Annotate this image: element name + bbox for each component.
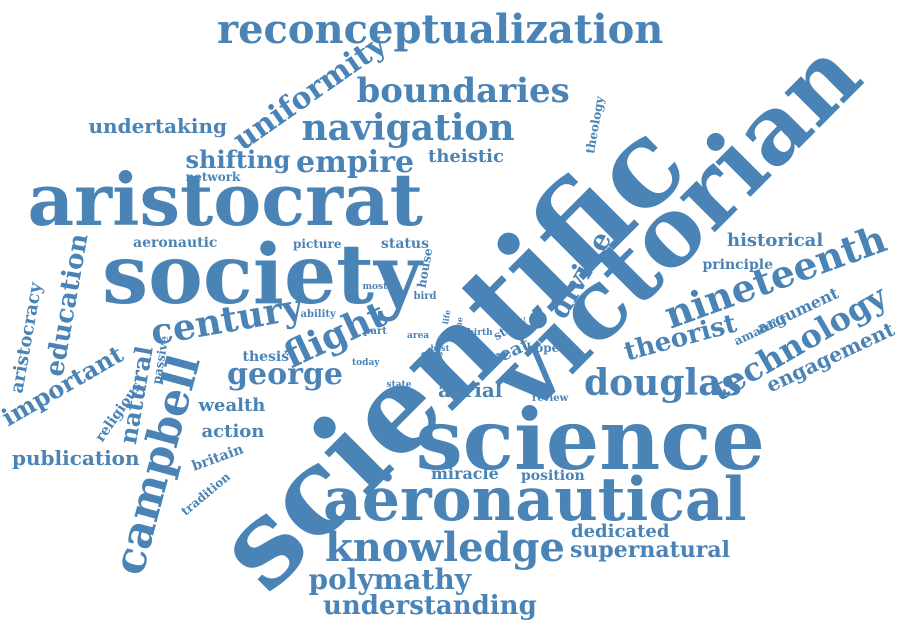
word-hope: hope: [526, 341, 560, 355]
word-today: today: [352, 357, 380, 368]
word-boundaries: boundaries: [356, 71, 570, 111]
word-empire: empire: [296, 145, 415, 180]
word-thesis: thesis: [242, 349, 290, 365]
word-birth: birth: [467, 327, 493, 338]
word-aristocracy: aristocracy: [6, 280, 47, 395]
word-knowledge: knowledge: [325, 524, 565, 571]
word-best: best: [430, 343, 450, 353]
word-publication: publication: [12, 446, 140, 470]
word-historical: historical: [727, 230, 824, 251]
word-bird: bird: [413, 291, 437, 302]
word-part: part: [363, 326, 387, 337]
word-undertaking: undertaking: [88, 114, 228, 138]
word-state: state: [386, 379, 412, 390]
word-navigation: navigation: [301, 107, 515, 149]
word-aeronautical: aëronautical: [323, 465, 747, 535]
word-reconceptualization: reconceptualization: [217, 6, 664, 53]
word-most: most: [362, 281, 388, 292]
word-status: status: [381, 236, 429, 252]
word-picture: picture: [293, 237, 342, 251]
word-shifting: shifting: [185, 145, 291, 174]
word-wealth: wealth: [198, 395, 266, 416]
word-ability: ability: [300, 309, 336, 320]
word-douglas: douglas: [584, 362, 742, 404]
word-theistic: theistic: [428, 146, 504, 167]
word-principle: principle: [702, 257, 774, 273]
word-dedicated: dedicated: [571, 521, 670, 542]
word-polymathy: polymathy: [308, 563, 472, 596]
word-position: position: [521, 468, 585, 484]
word-life: life: [439, 308, 452, 326]
word-understanding: understanding: [323, 591, 537, 621]
word-area: area: [407, 330, 430, 341]
word-society: society: [102, 227, 422, 323]
word-aerial: aerial: [438, 378, 503, 402]
word-case: case: [421, 349, 444, 360]
word-george: george: [227, 357, 343, 392]
word-network: network: [185, 170, 241, 184]
word-aristocrat: aristocrat: [27, 157, 423, 242]
word-supernatural: supernatural: [570, 537, 730, 563]
word-aeronautic: aeronautic: [133, 235, 218, 251]
word-action: action: [201, 421, 265, 442]
word-miracle: miracle: [431, 464, 499, 483]
word-science: science: [415, 390, 765, 489]
word-review: review: [532, 393, 569, 404]
